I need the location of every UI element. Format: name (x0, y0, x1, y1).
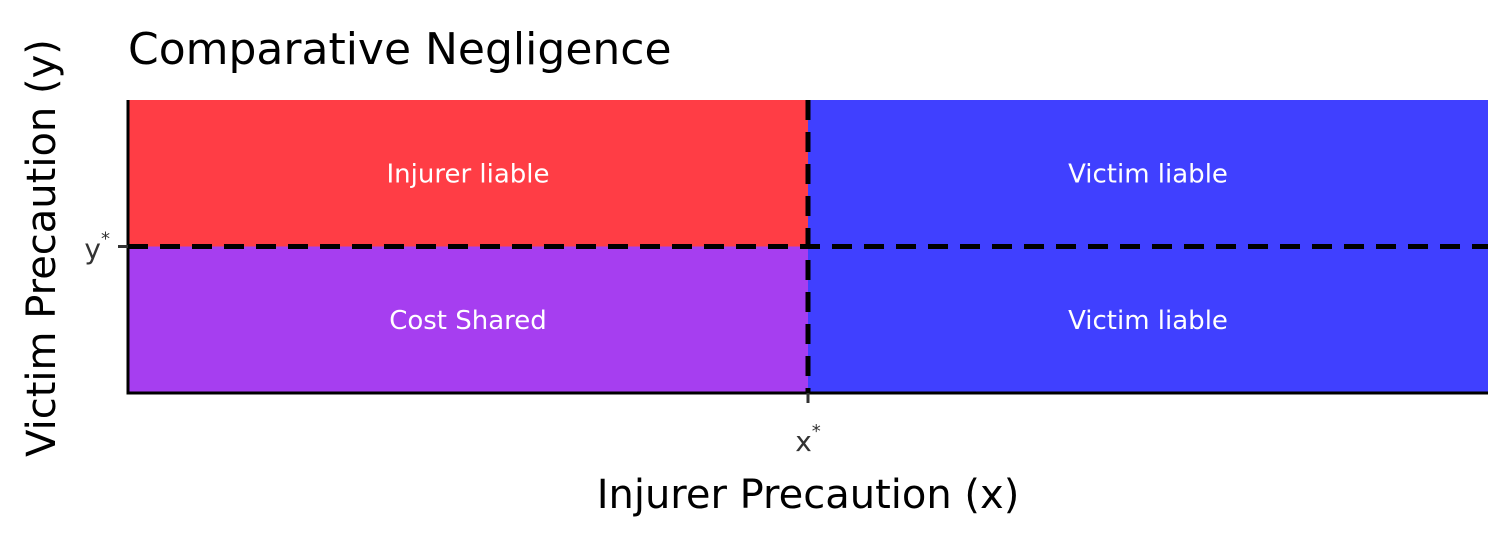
region-label-victim-liable-bottom: Victim liable (1068, 306, 1228, 336)
region-victim-liable-bottom (808, 246, 1488, 393)
region-label-cost-shared: Cost Shared (389, 306, 547, 336)
region-injurer-liable (128, 100, 808, 247)
chart-region-labels: Injurer liable Victim liable Cost Shared Vi… (386, 159, 1227, 336)
chart-title: Comparative Negligence (128, 24, 672, 75)
y-axis-title: Victim Precaution (y) (19, 39, 65, 457)
region-label-injurer-liable: Injurer liable (386, 159, 549, 189)
x-tick-label: x* (795, 421, 821, 458)
chart-regions (128, 100, 1488, 393)
x-axis-title: Injurer Precaution (x) (597, 472, 1020, 518)
region-victim-liable-top (808, 100, 1488, 247)
region-label-victim-liable-top: Victim liable (1068, 159, 1228, 189)
chart-thresholds (128, 100, 1488, 393)
y-tick-label: y* (84, 229, 110, 266)
region-cost-shared (128, 246, 808, 393)
